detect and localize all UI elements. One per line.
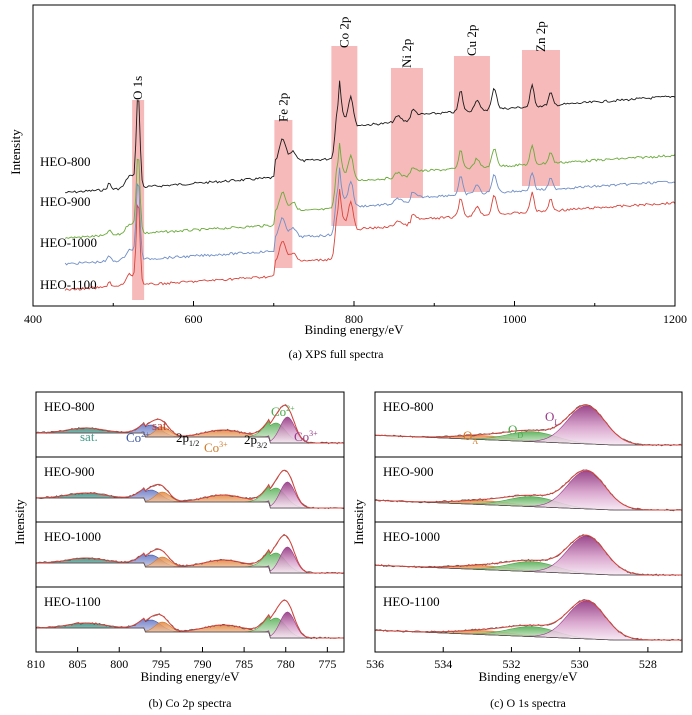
spectrum-line [64, 167, 676, 266]
highlight-band [331, 46, 358, 226]
sample-label: HEO-900 [383, 464, 434, 479]
fit-component [374, 561, 682, 576]
highlight-band [390, 68, 423, 198]
sample-label: HEO-1000 [44, 529, 101, 544]
tick-label: 805 [69, 657, 87, 671]
tick-label: 534 [434, 657, 452, 671]
peak-label: O 1s [130, 76, 145, 100]
spectrum-line [65, 80, 676, 194]
series-label: HEO-1000 [40, 235, 97, 250]
fit-curves [374, 404, 683, 642]
panel-c: HEO-800 HEO-900 HEO-1000 HEO-1100 536 534 532… [351, 391, 683, 710]
peak-annotation: sat. [152, 418, 170, 433]
x-axis-label: Binding energy/eV [478, 669, 578, 684]
highlight-band [453, 56, 490, 192]
background-line [36, 497, 344, 509]
peak-labels: O 1s Fe 2p Co 2p Ni 2p Cu 2p Zn 2p [130, 17, 548, 122]
sample-label: HEO-1100 [44, 594, 101, 609]
peak-highlights [132, 46, 560, 300]
envelope-line [35, 599, 344, 639]
background-line [36, 627, 344, 639]
peak-annotation: Co2+ [271, 404, 295, 419]
tick-label: 600 [185, 312, 203, 326]
x-axis-label: Binding energy/eV [304, 322, 404, 337]
peak-label: Zn 2p [533, 21, 548, 52]
x-axis-label: Binding energy/eV [140, 669, 240, 684]
caption: (a) XPS full spectra [289, 347, 385, 361]
tick-label: 785 [235, 657, 253, 671]
tick-label: 775 [318, 657, 336, 671]
caption: (c) O 1s spectra [490, 696, 566, 710]
fit-component [374, 431, 682, 446]
fit-component [374, 496, 682, 511]
peak-annotation: OL [545, 409, 559, 427]
highlight-band [521, 50, 560, 186]
tick-label: 800 [110, 657, 128, 671]
envelope-line [374, 534, 682, 576]
tick-label: 1200 [663, 312, 687, 326]
tick-label: 528 [639, 657, 657, 671]
y-axis-label: Intensity [8, 129, 23, 175]
background-line [36, 432, 344, 444]
envelope-line [374, 599, 682, 641]
sample-label: HEO-900 [44, 464, 95, 479]
peak-annotation: sat. [80, 429, 98, 444]
tick-label: 536 [366, 657, 384, 671]
sample-labels: HEO-800 HEO-900 HEO-1000 HEO-1100 [383, 399, 440, 609]
raw-data-line [374, 534, 683, 577]
spectra-curves [64, 80, 676, 291]
spectrum-line [64, 188, 676, 291]
peak-annotation: Co3+ [294, 429, 318, 444]
series-label: HEO-800 [40, 154, 91, 169]
peak-annotation: Co3+ [204, 440, 228, 455]
sample-label: HEO-800 [383, 399, 434, 414]
envelope-line [35, 534, 344, 574]
peak-label: Cu 2p [464, 25, 479, 56]
tick-label: 800 [345, 312, 363, 326]
peak-annotation: 2p1/2 [176, 430, 199, 448]
x-axis: 810 805 800 795 790 785 780 775 [27, 647, 336, 671]
tick-label: 795 [152, 657, 170, 671]
panel-b: HEO-800 HEO-900 HEO-1000 HEO-1100 810 805 800… [12, 391, 345, 710]
series-labels: HEO-800 HEO-900 HEO-1000 HEO-1100 [40, 154, 97, 292]
tick-label: 530 [571, 657, 589, 671]
envelope-line [374, 404, 682, 446]
sample-labels: HEO-800 HEO-900 HEO-1000 HEO-1100 [44, 399, 101, 609]
tick-label: 1000 [503, 312, 527, 326]
peak-label: Fe 2p [275, 93, 290, 122]
background-line [36, 562, 344, 574]
panel-dividers [375, 456, 682, 588]
envelope-line [374, 469, 682, 511]
y-axis-label: Intensity [12, 499, 27, 545]
peak-annotation: OA [463, 428, 478, 446]
x-axis: 536 534 532 530 528 [366, 647, 657, 671]
envelope-line [35, 404, 344, 444]
tick-label: 810 [27, 657, 45, 671]
panel-a: 400 600 800 1000 1200 O 1s Fe 2p Co 2p Ni 2p Cu … [8, 4, 687, 361]
sample-label: HEO-1100 [383, 594, 440, 609]
tick-label: 532 [502, 657, 520, 671]
series-label: HEO-900 [40, 194, 91, 209]
envelope-line [35, 469, 344, 509]
series-label: HEO-1100 [40, 277, 97, 292]
caption: (b) Co 2p spectra [149, 696, 233, 710]
peak-label: Ni 2p [399, 39, 414, 68]
spectrum-line [64, 142, 676, 239]
sample-label: HEO-1000 [383, 529, 440, 544]
tick-label: 790 [193, 657, 211, 671]
tick-label: 400 [24, 312, 42, 326]
fit-component [374, 626, 682, 641]
peak-annotation: Co2+ [126, 430, 150, 445]
highlight-band [274, 120, 293, 268]
fit-curves [35, 404, 345, 640]
x-axis: 400 600 800 1000 1200 [24, 301, 687, 326]
tick-label: 780 [277, 657, 295, 671]
panel-dividers [36, 456, 344, 588]
sample-label: HEO-800 [44, 399, 95, 414]
peak-label: Co 2p [336, 17, 351, 48]
y-axis-label: Intensity [351, 499, 366, 545]
